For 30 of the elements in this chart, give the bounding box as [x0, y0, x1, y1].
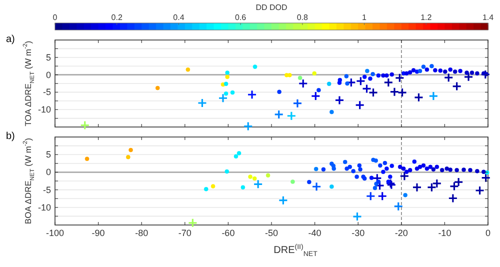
x-tick-label: -50 [264, 228, 278, 238]
color-bar-label: 0.4 [173, 13, 185, 22]
y-tick-label: -5 [42, 87, 51, 98]
x-tick-label: -90 [92, 228, 105, 238]
x-tick-label: -70 [178, 228, 192, 238]
x-tick-label: -40 [308, 228, 322, 238]
color-bar-label: 1.4 [482, 13, 494, 22]
color-bar-label: 0 [52, 13, 58, 22]
color-bar-label: 0.2 [111, 13, 123, 22]
y-tick-label: -10 [38, 104, 51, 115]
x-tick-label: 0 [485, 228, 491, 238]
color-bar-label: 0.8 [296, 13, 309, 22]
x-tick-label: -100 [46, 228, 64, 238]
y-tick-label: 0 [46, 70, 51, 80]
color-bar-title: DD DOD [256, 3, 288, 12]
color-bar-label: 1 [362, 13, 368, 22]
x-tick-label: -10 [438, 228, 452, 238]
y-tick-label: 5 [46, 150, 51, 160]
color-bar-label: 1.2 [420, 13, 432, 22]
chart-title: b) [6, 131, 15, 142]
x-tick-label: -30 [352, 228, 365, 238]
x-tick-label: -80 [135, 228, 148, 238]
chart-title: a) [6, 34, 15, 45]
y-tick-label: -5 [42, 184, 51, 195]
y-tick-label: 5 [46, 52, 51, 62]
x-tick-label: -20 [394, 228, 408, 238]
y-tick-label: -10 [38, 202, 51, 212]
x-tick-label: -60 [222, 228, 235, 238]
y-tick-label: 0 [46, 167, 51, 178]
color-bar-label: 0.6 [235, 13, 247, 22]
